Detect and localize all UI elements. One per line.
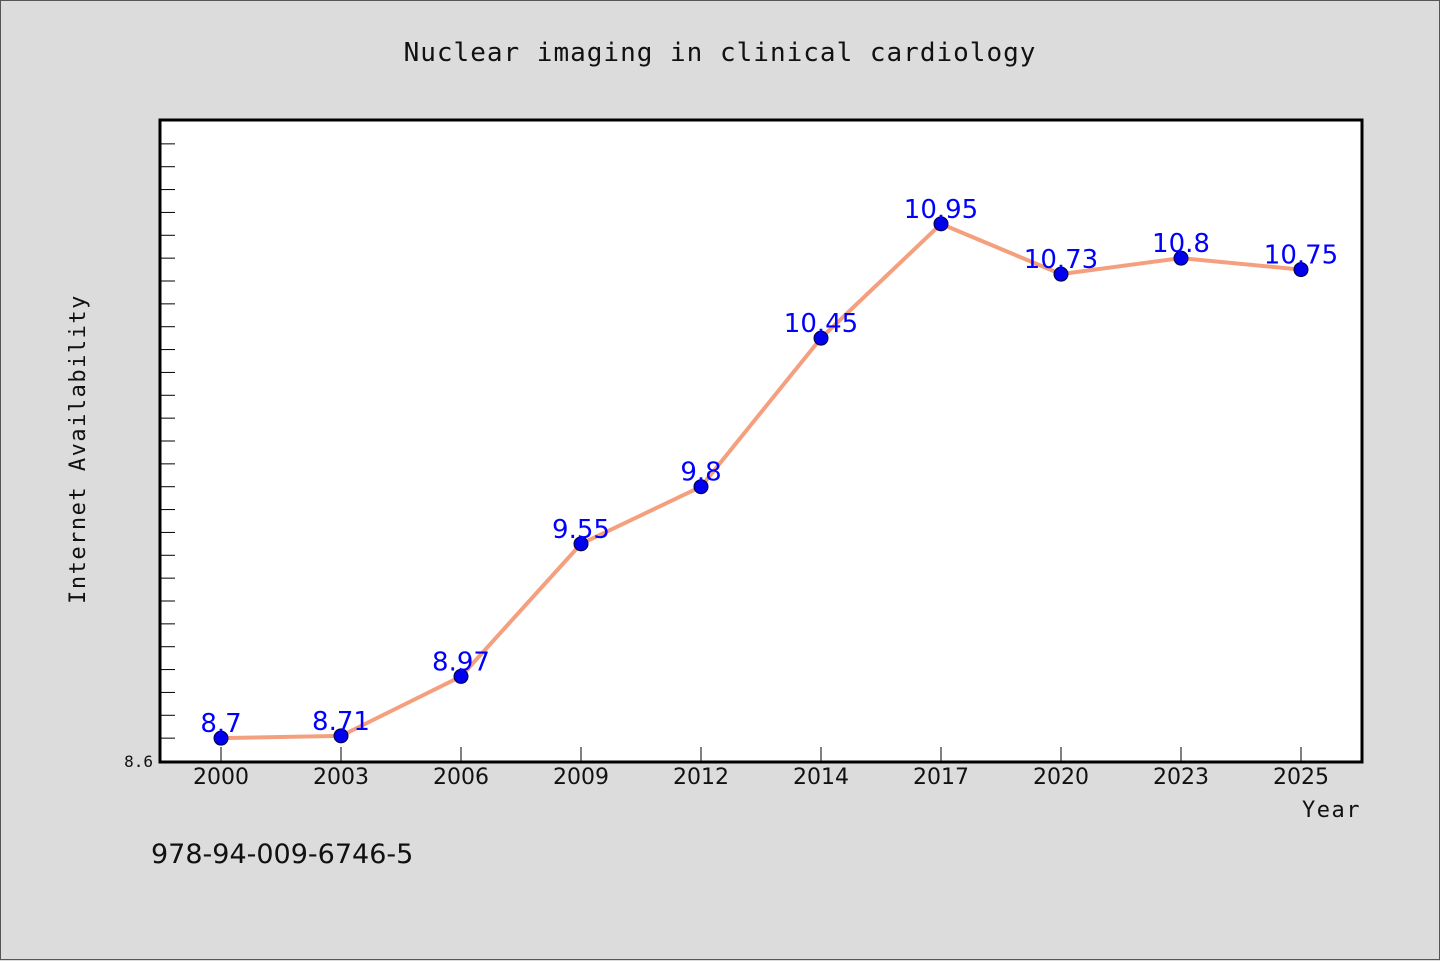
data-label: 9.55 xyxy=(552,515,610,545)
data-label: 10.45 xyxy=(784,309,858,339)
series-markers xyxy=(213,216,1309,746)
data-point xyxy=(213,730,229,746)
x-tick-label: 2023 xyxy=(1153,765,1209,790)
x-tick-label: 2012 xyxy=(673,765,729,790)
x-axis-tick-labels: 2000 2003 2006 2009 2012 2014 2017 2020 2023 2025 xyxy=(193,765,1329,790)
data-point xyxy=(453,668,469,684)
plot-area xyxy=(158,118,1364,764)
x-tick-label: 2017 xyxy=(913,765,969,790)
x-tick-label: 2014 xyxy=(793,765,849,790)
x-axis-label: Year xyxy=(1302,798,1361,823)
y-axis-label: Internet Availability xyxy=(66,294,91,604)
x-tick-label: 2003 xyxy=(313,765,369,790)
data-label: 10.95 xyxy=(904,195,978,225)
chart-title: Nuclear imaging in clinical cardiology xyxy=(404,38,1037,68)
x-axis-ticks xyxy=(220,747,1302,761)
data-label: 10.75 xyxy=(1264,241,1338,271)
x-tick-label: 2009 xyxy=(553,765,609,790)
data-labels: 8.7 8.71 8.97 9.55 9.8 10.45 10.95 10.73 10.8 10.… xyxy=(200,195,1338,739)
data-label: 10.8 xyxy=(1152,229,1210,259)
data-point xyxy=(933,216,949,232)
data-label: 8.97 xyxy=(432,647,490,677)
data-label: 8.71 xyxy=(312,707,370,737)
data-point xyxy=(333,728,349,744)
data-point xyxy=(1173,250,1189,266)
isbn-text: 978-94-009-6746-5 xyxy=(151,839,413,870)
data-label: 8.7 xyxy=(200,709,241,739)
data-point xyxy=(573,536,589,552)
x-tick-label: 2025 xyxy=(1273,765,1329,790)
data-label: 9.8 xyxy=(680,458,721,488)
y-tick-label: 8.6 xyxy=(124,752,153,771)
data-point xyxy=(693,479,709,495)
x-tick-label: 2020 xyxy=(1033,765,1089,790)
data-point xyxy=(1053,266,1069,282)
x-tick-label: 2000 xyxy=(193,765,249,790)
y-axis-ticks xyxy=(161,120,175,762)
x-tick-label: 2006 xyxy=(433,765,489,790)
data-point xyxy=(1293,262,1309,278)
data-label: 10.73 xyxy=(1024,245,1098,275)
data-point xyxy=(813,330,829,346)
series-line xyxy=(220,221,1302,741)
